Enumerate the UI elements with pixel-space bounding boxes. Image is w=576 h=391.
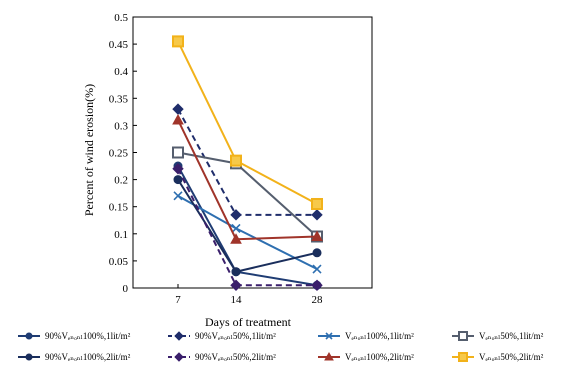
data-point <box>311 279 323 291</box>
x-axis-label: Days of treatment <box>205 315 292 329</box>
series-3 <box>173 191 322 274</box>
data-point <box>312 264 322 274</box>
x-tick-label: 14 <box>231 294 243 306</box>
data-point <box>324 351 334 361</box>
series-line <box>177 168 317 287</box>
x-tick-label: 7 <box>175 294 181 306</box>
y-tick-label: 0.25 <box>109 148 129 160</box>
data-point <box>25 353 33 361</box>
chart-axes: 0 0.05 0.1 0.15 0.2 0.25 0.3 0.35 0.4 0.45 0.5 7 14 2… <box>109 12 373 306</box>
legend-item: 90%Vₑₙₒₙₗ100%,1lit/m² <box>18 331 131 341</box>
x-tick-label: 28 <box>312 294 324 306</box>
data-point <box>230 233 242 244</box>
data-point <box>174 352 184 362</box>
y-tick-label: 0.45 <box>109 39 129 51</box>
y-tick-label: 0.35 <box>109 93 129 105</box>
data-point <box>172 146 184 159</box>
legend-label: 90%Vₑₙₒₙₗ50%,1lit/m² <box>195 331 276 341</box>
data-point <box>231 223 241 233</box>
data-point <box>230 209 242 221</box>
y-tick-label: 0.4 <box>114 66 128 78</box>
legend-label: Vₑₙₒₙₗ50%,2lit/m² <box>479 352 544 362</box>
y-tick-label: 0.1 <box>114 229 128 241</box>
series-line <box>177 40 318 205</box>
legend-label: 90%Vₑₙₒₙₗ100%,1lit/m² <box>45 331 131 341</box>
data-point <box>174 331 184 341</box>
data-point <box>173 175 183 185</box>
legend-item: 90%Vₑₙₒₙₗ50%,2lit/m² <box>168 352 276 362</box>
legend-item: 90%Vₑₙₒₙₗ50%,1lit/m² <box>168 331 276 341</box>
data-point <box>312 248 322 258</box>
data-point <box>25 332 33 340</box>
series-8 <box>172 35 323 210</box>
series-7 <box>172 113 323 244</box>
series-2 <box>172 103 323 221</box>
data-point <box>172 35 184 48</box>
legend-item: Vₑₙₒₙₗ100%,1lit/m² <box>318 331 414 341</box>
series-6 <box>172 163 323 291</box>
data-point <box>325 332 333 340</box>
data-point <box>230 279 242 291</box>
data-point <box>172 163 184 175</box>
data-point <box>311 209 323 221</box>
data-point <box>311 197 323 210</box>
data-point <box>172 103 184 115</box>
plot-frame <box>132 16 373 289</box>
y-tick-label: 0.3 <box>114 120 128 132</box>
data-point <box>311 230 323 242</box>
legend-label: Vₑₙₒₙₗ50%,1lit/m² <box>479 331 544 341</box>
data-point <box>458 352 468 362</box>
legend-label: Vₑₙₒₙₗ100%,1lit/m² <box>345 331 414 341</box>
chart-series <box>172 35 323 291</box>
data-point <box>230 154 242 167</box>
series-line <box>177 119 318 241</box>
y-tick-label: 0.2 <box>114 175 128 187</box>
y-tick-label: 0.5 <box>114 12 128 24</box>
y-tick-label: 0 <box>123 283 129 295</box>
chart-legend: 90%Vₑₙₒₙₗ100%,1lit/m² 90%Vₑₙₒₙₗ50%,1lit/m… <box>18 331 544 362</box>
data-point <box>173 191 183 201</box>
data-point <box>458 331 468 341</box>
series-5 <box>173 175 322 277</box>
legend-label: Vₑₙₒₙₗ100%,2lit/m² <box>345 352 414 362</box>
legend-label: 90%Vₑₙₒₙₗ100%,2lit/m² <box>45 352 131 362</box>
series-line <box>177 165 318 287</box>
y-axis-label: Percent of wind erosion(%) <box>82 84 96 216</box>
legend-item: Vₑₙₒₙₗ100%,2lit/m² <box>318 351 414 362</box>
y-tick-label: 0.05 <box>109 256 129 268</box>
data-point <box>231 267 241 277</box>
data-point <box>172 113 184 125</box>
legend-item: Vₑₙₒₙₗ50%,1lit/m² <box>452 331 544 341</box>
legend-item: Vₑₙₒₙₗ50%,2lit/m² <box>452 352 544 362</box>
series-1 <box>173 161 322 290</box>
legend-label: 90%Vₑₙₒₙₗ50%,2lit/m² <box>195 352 276 362</box>
legend-item: 90%Vₑₙₒₙₗ100%,2lit/m² <box>18 352 131 362</box>
y-tick-label: 0.15 <box>109 202 129 214</box>
